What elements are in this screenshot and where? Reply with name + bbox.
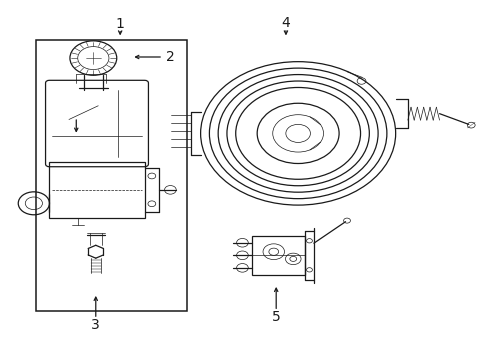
Text: 5: 5 [271,310,280,324]
Text: 2: 2 [165,50,174,64]
Text: 1: 1 [116,17,124,31]
Bar [252,236,305,275]
Text: 3: 3 [91,318,100,332]
Bar [49,162,144,218]
Text: 4: 4 [281,16,290,30]
Bar [36,40,186,311]
